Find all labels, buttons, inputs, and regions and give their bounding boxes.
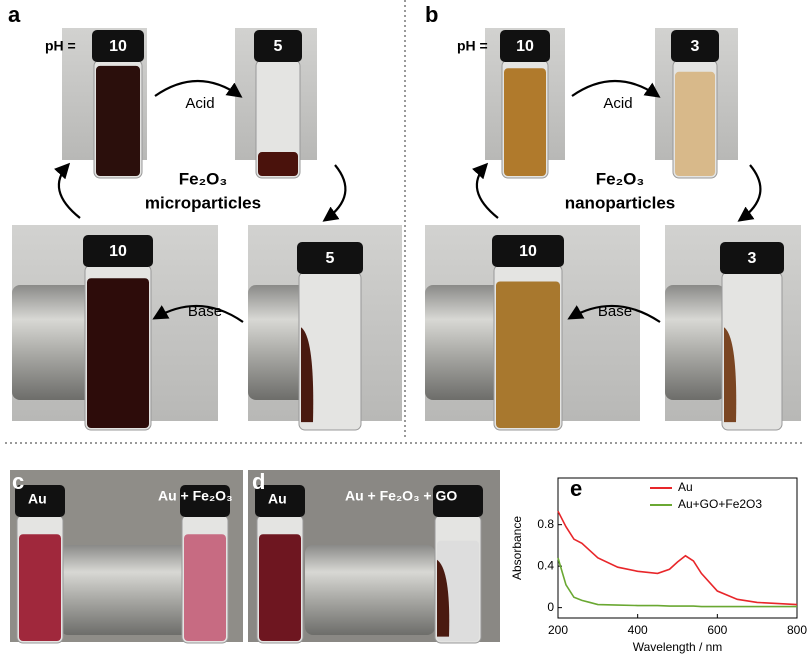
figure: 105105103103cAuAu + Fe₂O₃dAuAu + Fe₂O₃ +… (0, 0, 811, 656)
ph-label: pH = (45, 38, 76, 54)
liquid (258, 152, 298, 176)
cap-label: 10 (519, 243, 537, 260)
series-line (558, 511, 797, 604)
chart: e 200 400 600 800 0 0.4 0.8 Wavelength / nm Absor… (510, 476, 807, 654)
cap-label: 3 (691, 38, 700, 55)
magnet (305, 545, 435, 635)
x-tick-label: 200 (548, 623, 568, 637)
cap-label: 5 (326, 250, 335, 267)
legend-label: Au+GO+Fe2O3 (678, 497, 762, 511)
y-axis-label: Absorbance (510, 516, 524, 580)
photo-label: Au (268, 491, 287, 507)
liquid (259, 534, 301, 641)
cap-label: 10 (109, 243, 127, 260)
ph-label: pH = (457, 38, 488, 54)
liquid (19, 534, 61, 641)
x-tick-label: 400 (628, 623, 648, 637)
material: microparticles (145, 193, 261, 212)
magnet (60, 545, 190, 635)
liquid (87, 278, 149, 428)
y-tick-label: 0 (547, 600, 554, 614)
photo-label: Au + Fe₂O₃ + GO (345, 488, 457, 504)
liquid (96, 66, 140, 176)
material: Fe₂O₃ (596, 169, 644, 188)
material: nanoparticles (565, 193, 676, 212)
cap-label: 3 (748, 250, 757, 267)
x-tick-label: 600 (707, 623, 727, 637)
liquid (675, 72, 715, 176)
y-tick-label: 0.4 (537, 558, 554, 572)
liquid (496, 282, 560, 429)
magnet (665, 285, 725, 400)
acid-label: Acid (603, 95, 632, 112)
photo-label: Au (28, 491, 47, 507)
cap-label: 10 (109, 38, 127, 55)
photo-label: d (252, 469, 265, 494)
legend-label: Au (678, 480, 693, 494)
y-tick-label: 0.8 (537, 517, 554, 531)
x-axis-label: Wavelength / nm (633, 640, 723, 654)
cap-label: 5 (274, 38, 283, 55)
liquid (184, 534, 226, 641)
panel-label: b (425, 2, 438, 27)
panel-label: e (570, 476, 582, 501)
cap-label: 10 (516, 38, 534, 55)
acid-label: Acid (185, 95, 214, 112)
photo-label: c (12, 469, 24, 494)
x-tick-label: 800 (787, 623, 807, 637)
photo-label: Au + Fe₂O₃ (158, 488, 233, 504)
panel-label: a (8, 2, 21, 27)
liquid (504, 68, 546, 176)
material: Fe₂O₃ (179, 169, 227, 188)
series-line (558, 558, 797, 607)
